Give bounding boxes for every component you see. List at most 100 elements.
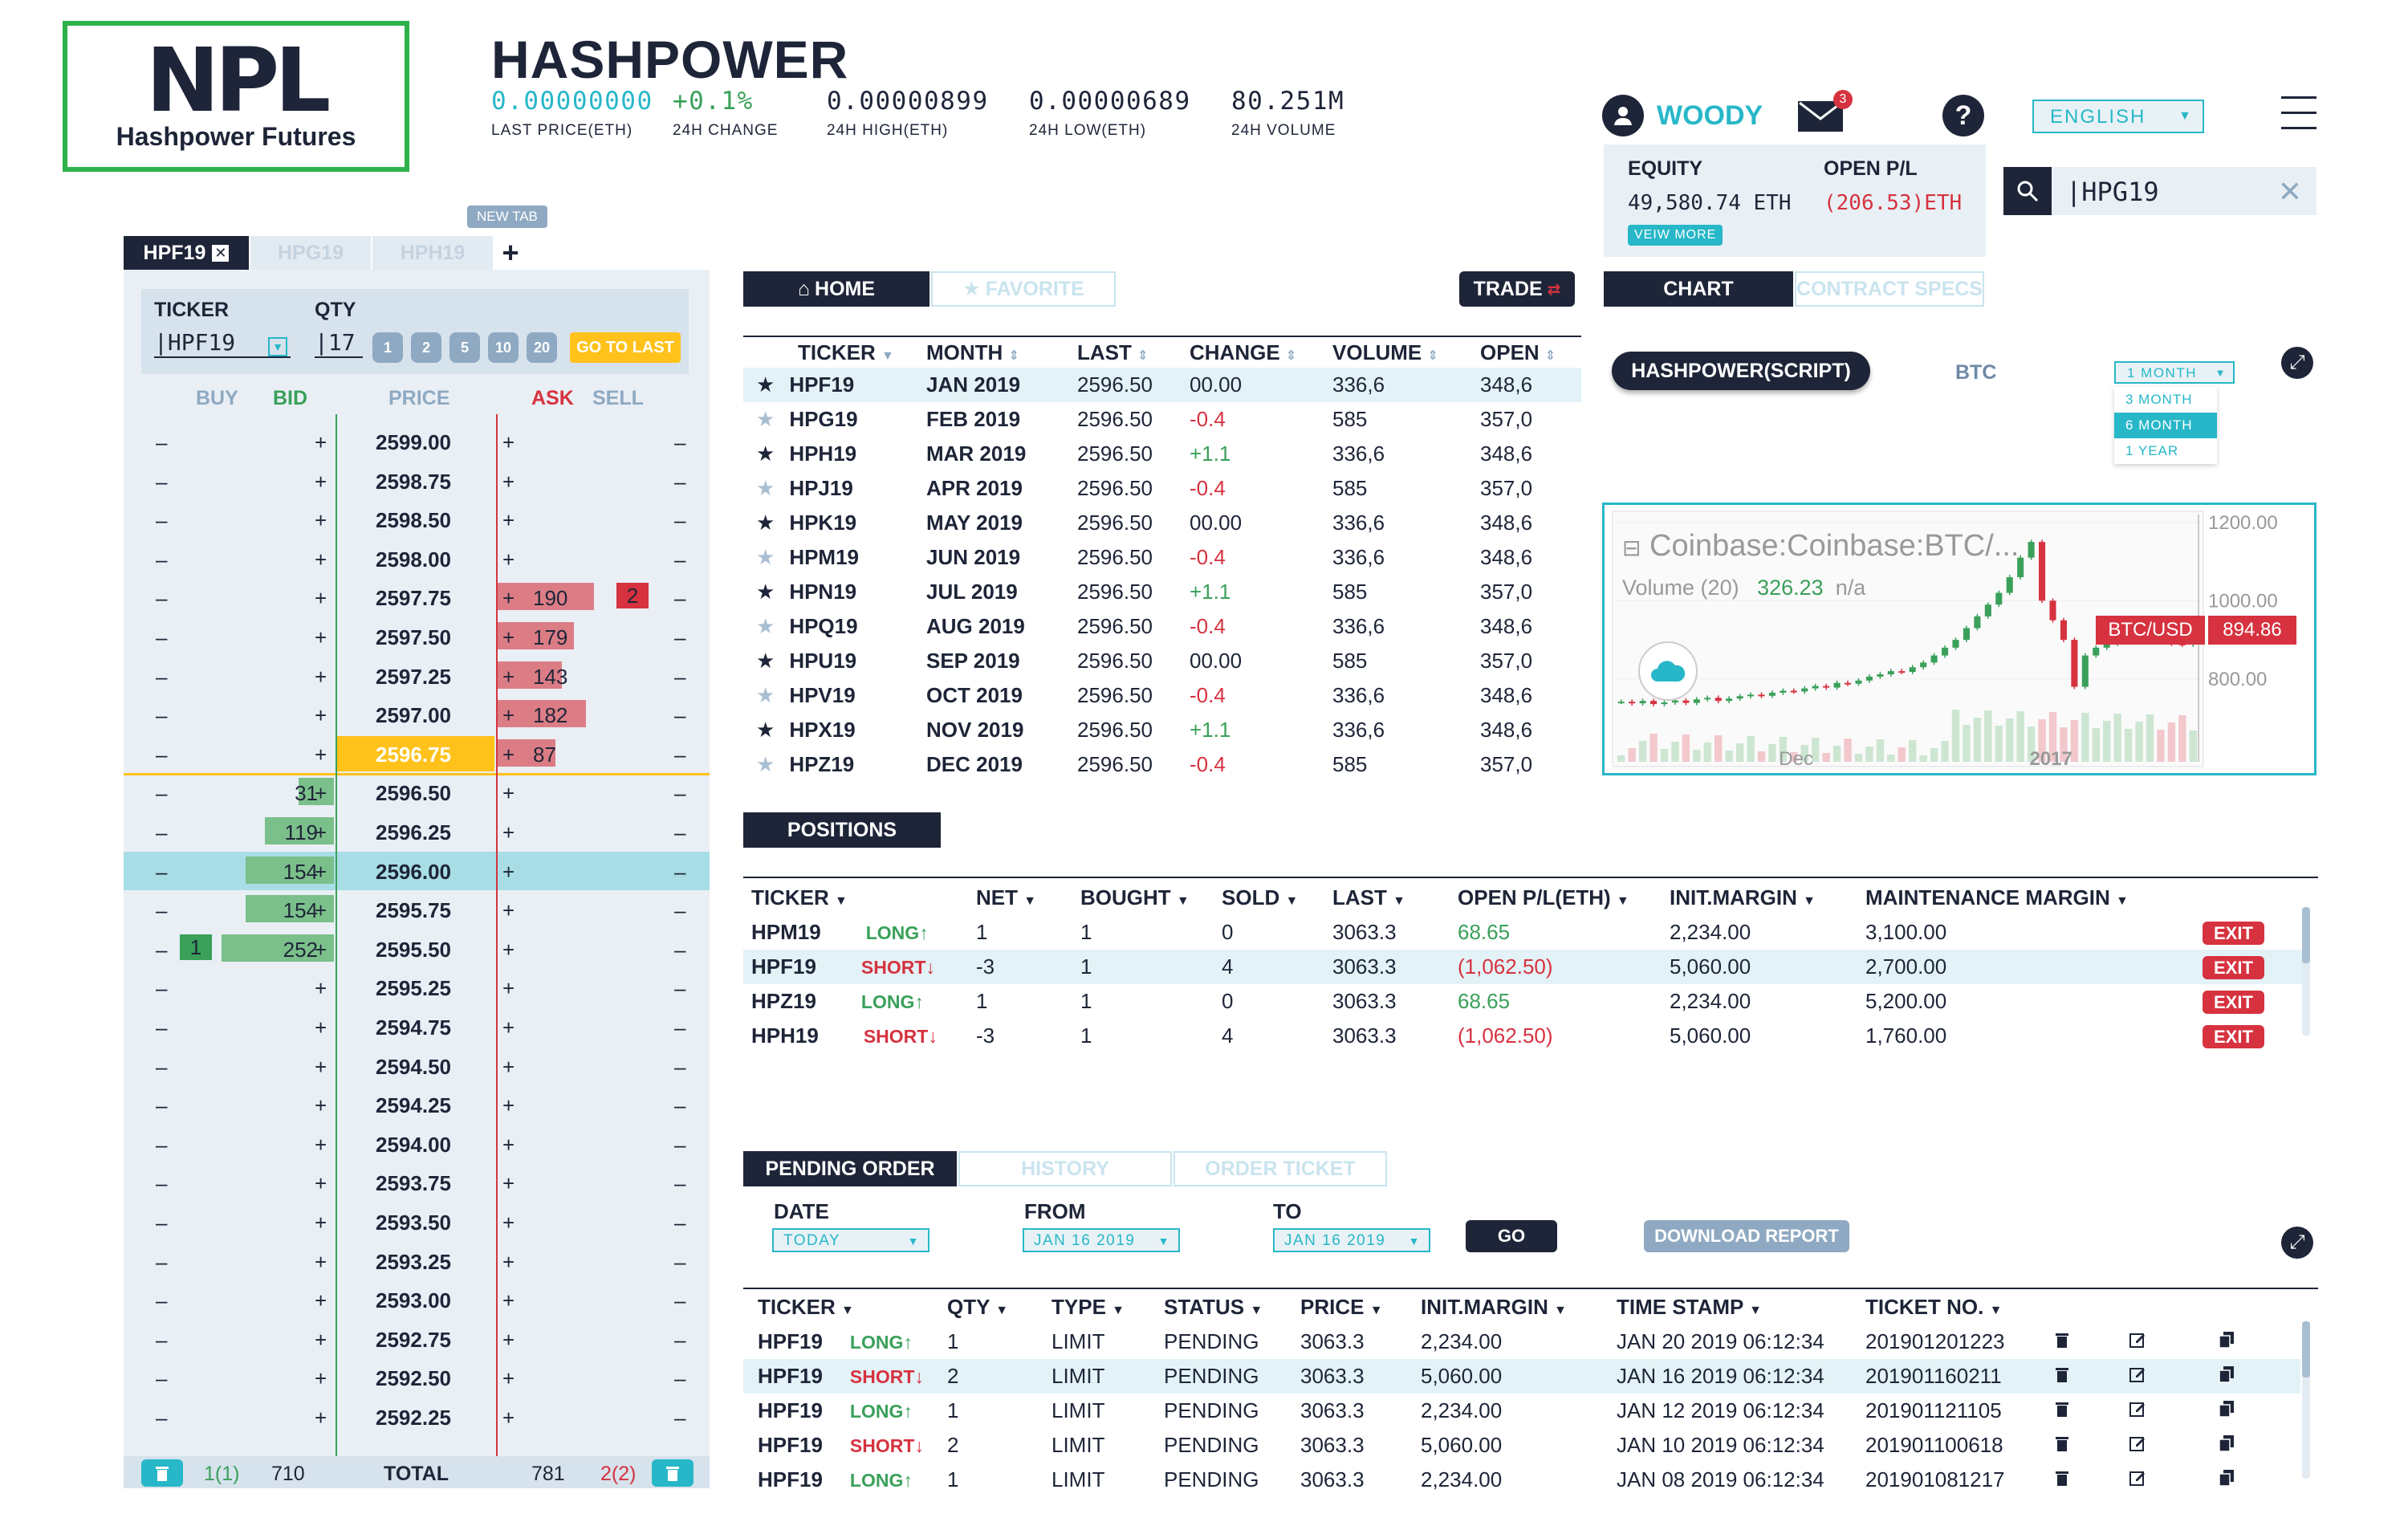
expand-icon[interactable]: ⤢ <box>2281 347 2313 379</box>
market-row[interactable]: ★ HPN19 JUL 2019 2596.50 +1.1 585 357,0 <box>743 575 1581 609</box>
add-tab-button[interactable]: + <box>502 236 519 269</box>
bid-plus-button[interactable]: + <box>315 1132 327 1157</box>
sell-minus-button[interactable]: – <box>674 742 686 767</box>
order-row[interactable]: HPF19 SHORT↓ 2 LIMIT PENDING 3063.3 5,060.00 JA… <box>743 1428 2300 1463</box>
buy-minus-button[interactable]: – <box>156 781 168 806</box>
ask-plus-button[interactable]: + <box>502 547 515 572</box>
favorite-star-icon[interactable]: ★ <box>756 649 775 673</box>
copy-order-icon[interactable] <box>2219 1463 2300 1497</box>
ask-size[interactable]: 182 <box>533 703 568 728</box>
orders-col-3[interactable]: STATUS ▼ <box>1164 1289 1300 1325</box>
market-row[interactable]: ★ HPU19 SEP 2019 2596.50 00.00 585 357,0 <box>743 644 1581 678</box>
cancel-buys-trash-icon[interactable] <box>141 1459 183 1487</box>
range-option-6-month[interactable]: 6 MONTH <box>2114 413 2217 438</box>
orders-col-1[interactable]: QTY ▼ <box>947 1289 1051 1325</box>
qty-preset-1[interactable]: 1 <box>372 332 403 363</box>
language-select[interactable]: ENGLISH ▼ <box>2032 100 2204 133</box>
exit-button[interactable]: EXIT <box>2203 956 2264 979</box>
ask-plus-button[interactable]: + <box>502 1171 515 1196</box>
ask-plus-button[interactable]: + <box>502 976 515 1001</box>
market-col-volume[interactable]: VOLUME ⇕ <box>1332 337 1480 368</box>
order-row[interactable]: HPF19 SHORT↓ 2 LIMIT PENDING 3063.3 5,060.00 JA… <box>743 1359 2300 1394</box>
positions-col-0[interactable]: TICKER ▼ <box>743 880 976 915</box>
sell-minus-button[interactable]: – <box>674 1132 686 1157</box>
search-box[interactable]: |HPG19 ✕ <box>2003 167 2316 215</box>
search-input[interactable]: |HPG19 <box>2066 177 2159 207</box>
copy-order-icon[interactable] <box>2219 1359 2300 1394</box>
copy-order-icon[interactable] <box>2219 1325 2300 1359</box>
ask-plus-button[interactable]: + <box>502 1054 515 1079</box>
market-col-change[interactable]: CHANGE ⇕ <box>1190 337 1332 368</box>
download-report-button[interactable]: DOWNLOAD REPORT <box>1644 1220 1849 1252</box>
sell-minus-button[interactable]: – <box>674 625 686 649</box>
bid-plus-button[interactable]: + <box>315 664 327 689</box>
exit-button[interactable]: EXIT <box>2203 991 2264 1014</box>
favorite-star-icon[interactable]: ★ <box>756 442 775 466</box>
orders-col-6[interactable]: TIME STAMP ▼ <box>1617 1289 1865 1325</box>
buy-minus-button[interactable]: – <box>156 547 168 572</box>
ticker-dropdown-icon[interactable]: ▼ <box>268 337 287 356</box>
exit-button[interactable]: EXIT <box>2203 1025 2264 1048</box>
ask-plus-button[interactable]: + <box>502 859 515 884</box>
tab-contract-specs[interactable]: CONTRACT SPECS <box>1795 271 1984 307</box>
buy-minus-button[interactable]: – <box>156 742 168 767</box>
sell-minus-button[interactable]: – <box>674 1093 686 1118</box>
buy-minus-button[interactable]: – <box>156 1327 168 1352</box>
ask-plus-button[interactable]: + <box>502 1327 515 1352</box>
ask-plus-button[interactable]: + <box>502 781 515 806</box>
ask-plus-button[interactable]: + <box>502 664 515 689</box>
from-date-select[interactable]: JAN 16 2019 ▼ <box>1023 1228 1180 1252</box>
close-tab-icon[interactable]: ✕ <box>212 244 230 262</box>
ask-plus-button[interactable]: + <box>502 703 515 728</box>
exit-button[interactable]: EXIT <box>2203 922 2264 945</box>
sell-minus-button[interactable]: – <box>674 1054 686 1079</box>
orders-tab-1[interactable]: HISTORY <box>958 1151 1172 1186</box>
buy-minus-button[interactable]: – <box>156 469 168 494</box>
favorite-star-icon[interactable]: ★ <box>756 683 775 707</box>
buy-minus-button[interactable]: – <box>156 1406 168 1430</box>
ask-plus-button[interactable]: + <box>502 1132 515 1157</box>
edit-order-icon[interactable] <box>2129 1394 2219 1428</box>
buy-minus-button[interactable]: – <box>156 859 168 884</box>
sell-minus-button[interactable]: – <box>674 976 686 1001</box>
positions-col-6[interactable]: INIT.MARGIN ▼ <box>1670 880 1865 915</box>
buy-minus-button[interactable]: – <box>156 1015 168 1040</box>
expand-icon[interactable]: ⤢ <box>2281 1227 2313 1259</box>
help-icon[interactable]: ? <box>1942 95 1984 136</box>
ticker-input[interactable]: |HPF19 <box>154 329 291 358</box>
bid-size[interactable]: 154 <box>283 898 318 923</box>
sell-minus-button[interactable]: – <box>674 469 686 494</box>
edit-order-icon[interactable] <box>2129 1325 2219 1359</box>
sell-minus-button[interactable]: – <box>674 508 686 533</box>
sell-minus-button[interactable]: – <box>674 703 686 728</box>
range-option-3-month[interactable]: 3 MONTH <box>2125 392 2193 407</box>
positions-col-1[interactable]: NET ▼ <box>976 880 1080 915</box>
mail-icon[interactable]: 3 <box>1796 90 1853 139</box>
position-row[interactable]: HPH19 SHORT↓ -3 1 4 3063.3 (1,062.50) 5,060.00 1… <box>743 1019 2308 1053</box>
market-row[interactable]: ★ HPG19 FEB 2019 2596.50 -0.4 585 357,0 <box>743 402 1581 437</box>
ask-plus-button[interactable]: + <box>502 508 515 533</box>
bid-plus-button[interactable]: + <box>315 1015 327 1040</box>
market-col-month[interactable]: MONTH ⇕ <box>926 337 1077 368</box>
order-row[interactable]: HPF19 LONG↑ 1 LIMIT PENDING 3063.3 2,234.00 JAN… <box>743 1394 2300 1428</box>
buy-minus-button[interactable]: – <box>156 1249 168 1274</box>
ask-plus-button[interactable]: + <box>502 1211 515 1235</box>
sell-minus-button[interactable]: – <box>674 430 686 454</box>
position-row[interactable]: HPM19 LONG↑ 1 1 0 3063.3 68.65 2,234.00 3,100.00… <box>743 915 2308 950</box>
positions-col-7[interactable]: MAINTENANCE MARGIN ▼ <box>1865 880 2203 915</box>
buy-minus-button[interactable]: – <box>156 1171 168 1196</box>
bid-plus-button[interactable]: + <box>315 1249 327 1274</box>
position-row[interactable]: HPF19 SHORT↓ -3 1 4 3063.3 (1,062.50) 5,060.00 2… <box>743 950 2308 984</box>
bid-plus-button[interactable]: + <box>315 742 327 767</box>
sell-minus-button[interactable]: – <box>674 859 686 884</box>
market-row[interactable]: ★ HPM19 JUN 2019 2596.50 -0.4 336,6 348,6 <box>743 540 1581 575</box>
favorite-star-icon[interactable]: ★ <box>756 407 775 431</box>
qty-preset-2[interactable]: 2 <box>411 332 441 363</box>
bid-plus-button[interactable]: + <box>315 508 327 533</box>
sell-minus-button[interactable]: – <box>674 1211 686 1235</box>
edit-order-icon[interactable] <box>2129 1463 2219 1497</box>
favorite-star-icon[interactable]: ★ <box>756 511 775 535</box>
ask-plus-button[interactable]: + <box>502 625 515 649</box>
buy-minus-button[interactable]: – <box>156 508 168 533</box>
buy-minus-button[interactable]: – <box>156 1054 168 1079</box>
